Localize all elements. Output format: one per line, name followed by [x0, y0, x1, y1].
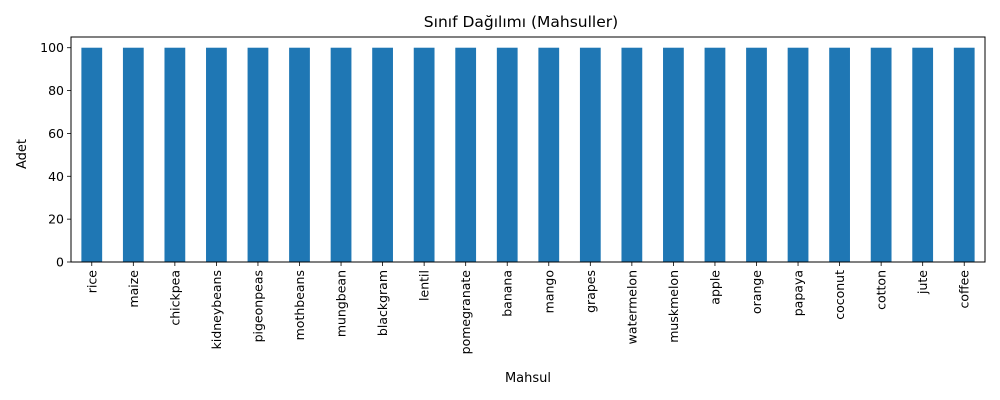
- y-tick-label: 0: [56, 255, 64, 270]
- bar-muskmelon: [663, 47, 684, 262]
- x-tick-label: blackgram: [375, 270, 390, 336]
- x-tick-label: rice: [84, 270, 99, 293]
- x-tick-label: grapes: [583, 270, 598, 313]
- bar-watermelon: [621, 47, 643, 262]
- bar-coffee: [953, 47, 975, 262]
- bar-chickpea: [164, 47, 186, 262]
- bar-papaya: [787, 47, 809, 262]
- y-tick-label: 40: [48, 169, 64, 184]
- x-tick-label: mothbeans: [292, 270, 307, 340]
- x-axis: rice maize chickpea kidneybeans pigeonpeas mo…: [84, 262, 972, 355]
- bar-blackgram: [372, 47, 393, 262]
- x-tick-label: cotton: [874, 270, 889, 310]
- x-tick-label: papaya: [791, 270, 806, 316]
- y-axis-label: Adet: [15, 139, 30, 169]
- y-tick-label: 80: [48, 83, 64, 98]
- x-tick-label: pomegranate: [458, 270, 473, 355]
- bar-maize: [122, 47, 144, 262]
- x-tick-label: lentil: [417, 270, 432, 301]
- x-tick-label: watermelon: [624, 270, 639, 344]
- bar-pigeonpeas: [247, 47, 269, 262]
- bar-coconut: [829, 47, 850, 262]
- x-tick-label: chickpea: [167, 270, 182, 326]
- x-tick-label: banana: [500, 270, 515, 317]
- bar-jute: [912, 47, 934, 262]
- bar-cotton: [870, 47, 892, 262]
- bar-mango: [538, 47, 560, 262]
- x-tick-label: mungbean: [334, 270, 349, 337]
- y-tick-label: 60: [48, 126, 64, 141]
- bar-mungbean: [330, 47, 352, 262]
- bar-kidneybeans: [206, 47, 227, 262]
- bar-pomegranate: [455, 47, 477, 262]
- bar-banana: [496, 47, 518, 262]
- bars-group: [81, 47, 975, 262]
- x-axis-label: Mahsul: [505, 371, 551, 386]
- bar-lentil: [413, 47, 435, 262]
- chart-title: Sınıf Dağılımı (Mahsuller): [424, 13, 618, 31]
- x-tick-label: mango: [541, 270, 556, 313]
- x-tick-label: coconut: [832, 270, 847, 320]
- y-axis: 0 20 40 60 80 100: [40, 40, 71, 270]
- plot-frame: [70, 36, 986, 263]
- bar-apple: [704, 47, 726, 262]
- bar-orange: [746, 47, 767, 262]
- y-tick-label: 20: [48, 212, 64, 227]
- bar-mothbeans: [289, 47, 310, 262]
- y-tick-label: 100: [40, 40, 64, 55]
- bar-rice: [81, 47, 103, 262]
- x-tick-label: orange: [749, 270, 764, 314]
- x-tick-label: apple: [707, 270, 722, 305]
- x-tick-label: kidneybeans: [209, 270, 224, 349]
- x-tick-label: pigeonpeas: [250, 270, 265, 342]
- x-tick-label: muskmelon: [666, 270, 681, 343]
- x-tick-label: coffee: [957, 270, 972, 309]
- x-tick-label: jute: [915, 270, 930, 295]
- bar-grapes: [579, 47, 601, 262]
- x-tick-label: maize: [126, 270, 141, 308]
